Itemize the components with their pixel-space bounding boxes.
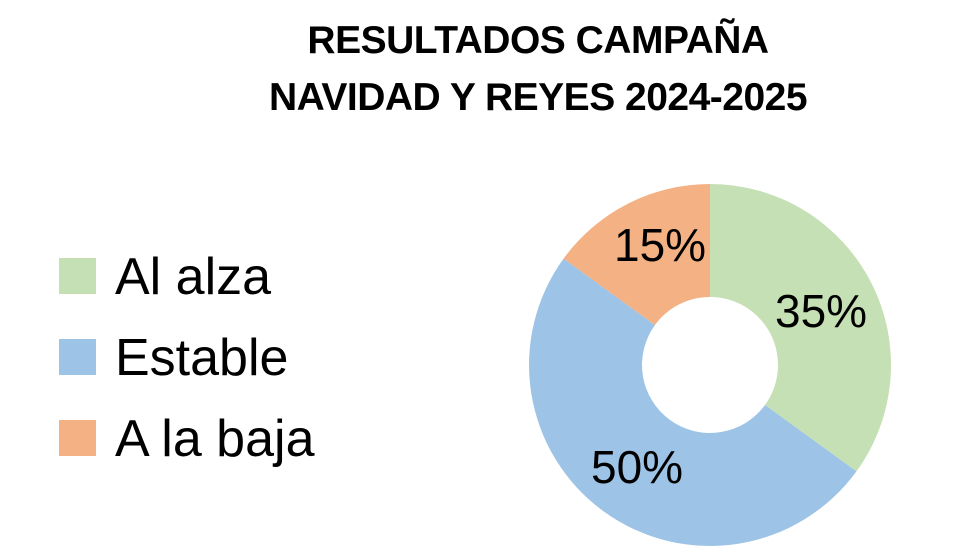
legend-swatch-blue bbox=[59, 339, 96, 375]
slice-al-alza bbox=[710, 184, 891, 472]
legend-swatch-green bbox=[59, 258, 96, 294]
legend-label: A la baja bbox=[115, 410, 315, 468]
donut-slices bbox=[529, 184, 891, 546]
chart-title-line1: RESULTADOS CAMPAÑA bbox=[307, 19, 769, 62]
legend-swatch-orange bbox=[59, 420, 96, 456]
slice-a-la-baja bbox=[563, 184, 710, 326]
label-a-la-baja: 15% bbox=[614, 219, 706, 271]
chart-title-line2: NAVIDAD Y REYES 2024-2025 bbox=[268, 76, 808, 119]
legend-label: Al alza bbox=[115, 248, 272, 306]
slice-estable bbox=[529, 258, 857, 546]
legend-label: Estable bbox=[115, 329, 289, 387]
label-al-alza: 35% bbox=[775, 285, 867, 337]
label-estable: 50% bbox=[591, 441, 683, 493]
